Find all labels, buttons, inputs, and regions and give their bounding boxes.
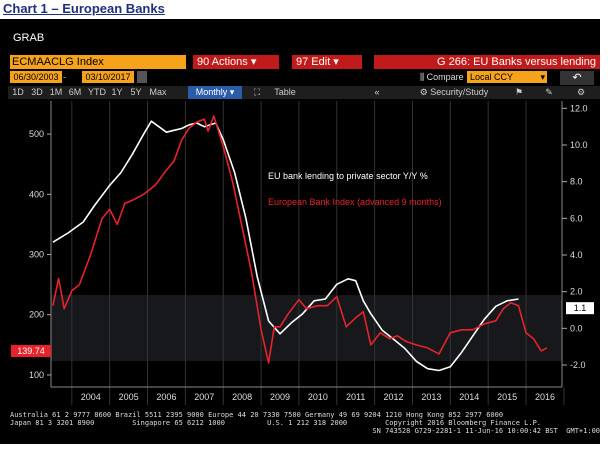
footer-line-2: Japan 81 3 3201 8900 Singapore 65 6212 1… <box>10 419 542 427</box>
shaded-band <box>51 295 562 361</box>
right-tick-label: 8.0 <box>570 177 583 187</box>
period-button-1y[interactable]: 1Y <box>111 87 123 97</box>
left-tick-label: 300 <box>29 250 44 260</box>
current-left-value: 139.74 <box>17 346 45 356</box>
legend-bank: European Bank Index (advanced 9 months) <box>268 197 442 207</box>
x-tick-label: 2008 <box>232 392 252 402</box>
left-axis: 100 200 300 400 500 <box>29 101 52 387</box>
edit-button[interactable]: 97 Edit ▾ <box>292 55 362 69</box>
bank-index-series-line <box>52 115 548 364</box>
x-tick-label: 2015 <box>497 392 517 402</box>
right-axis: -2.0 0.0 2.0 4.0 6.0 8.0 10.0 12.0 <box>561 101 588 387</box>
chart-type-icon[interactable]: ⛶ <box>253 87 261 97</box>
date-separator: - <box>63 72 66 82</box>
period-button-max[interactable]: Max <box>149 87 167 97</box>
table-button[interactable]: Table <box>274 87 296 97</box>
x-tick-label: 2005 <box>119 392 139 402</box>
bloomberg-terminal: GRAB ECMAACLG Index 90 Actions ▾ 97 Edit… <box>0 19 600 444</box>
period-button-1m[interactable]: 1M <box>49 87 63 97</box>
ticker-input[interactable]: ECMAACLG Index <box>10 55 186 69</box>
grid <box>71 101 565 405</box>
x-tick-label: 2010 <box>308 392 328 402</box>
compare-label: ⫼ Compare <box>420 71 464 83</box>
compare-label-text: Compare <box>426 72 464 82</box>
grab-label: GRAB <box>13 32 45 44</box>
compare-select-value: Local CCY <box>470 72 514 82</box>
x-tick-label: 2007 <box>194 392 214 402</box>
period-button-1d[interactable]: 1D <box>12 87 24 97</box>
calendar-icon[interactable] <box>137 71 147 83</box>
left-tick-label: 500 <box>29 129 44 139</box>
x-axis: 2004 2005 2006 2007 2008 2009 2010 2011 2012 2013… <box>51 386 562 402</box>
left-tick-label: 200 <box>29 310 44 320</box>
start-date-input[interactable]: 06/30/2003 <box>10 71 62 83</box>
security-study-button[interactable]: ⚙ Security/Study <box>412 86 496 99</box>
legend-lending: EU bank lending to private sector Y/Y % <box>268 171 428 181</box>
footer-line-1: Australia 61 2 9777 8600 Brazil 5511 239… <box>10 411 504 419</box>
settings-icon: ⚙ <box>419 87 431 97</box>
lending-series-line <box>52 120 519 372</box>
right-tick-label: 12.0 <box>570 103 588 113</box>
left-tick-label: 100 <box>29 370 44 380</box>
compare-select[interactable]: Local CCY ▾ <box>467 71 547 83</box>
gear-icon[interactable]: ⚙ <box>576 87 586 97</box>
actions-button[interactable]: 90 Actions ▾ <box>193 55 279 69</box>
current-right-value: 1.1 <box>574 303 587 313</box>
right-tick-label: -2.0 <box>570 360 586 370</box>
x-tick-label: 2006 <box>156 392 176 402</box>
x-tick-label: 2016 <box>535 392 555 402</box>
period-button-ytd[interactable]: YTD <box>88 87 106 97</box>
x-tick-label: 2011 <box>346 392 365 402</box>
current-right-badge-bg <box>566 302 594 315</box>
current-left-badge: 139.74 <box>11 345 51 358</box>
end-date-input[interactable]: 03/10/2017 <box>82 71 134 83</box>
flag-icon[interactable]: ⚑ <box>514 87 524 97</box>
footer-line-3: SN 743528 G729-2281-1 11-Jun-16 10:00:42… <box>372 427 600 435</box>
right-tick-label: 0.0 <box>570 323 583 333</box>
footer-contacts: Australia 61 2 9777 8600 Brazil 5511 239… <box>10 411 600 435</box>
chart-caption: Chart 1 – European Banks <box>3 1 165 16</box>
plot-background <box>51 101 562 409</box>
compare-icon: ⫼ <box>420 72 427 82</box>
toolbar <box>8 86 600 99</box>
x-tick-label: 2014 <box>459 392 479 402</box>
period-button-6m[interactable]: 6M <box>68 87 82 97</box>
edit-pencil-icon[interactable]: ✎ <box>545 87 553 97</box>
x-tick-label: 2004 <box>81 392 101 402</box>
frequency-select[interactable]: Monthly ▾ <box>188 86 242 99</box>
x-tick-label: 2012 <box>384 392 404 402</box>
right-tick-label: 4.0 <box>570 250 583 260</box>
right-tick-label: 2.0 <box>570 287 583 297</box>
current-right-badge: 1.1 <box>566 302 594 315</box>
x-tick-label: 2009 <box>270 392 290 402</box>
series-lines <box>52 115 548 372</box>
period-button-3d[interactable]: 3D <box>31 87 43 97</box>
period-button-5y[interactable]: 5Y <box>130 87 142 97</box>
collapse-left-icon[interactable]: « <box>374 87 380 97</box>
left-tick-label: 400 <box>29 189 44 199</box>
back-icon[interactable]: ↶ <box>560 71 594 85</box>
x-tick-label: 2013 <box>421 392 441 402</box>
current-left-badge-bg <box>11 345 51 358</box>
chevron-down-icon: ▾ <box>540 72 545 82</box>
chart-title-bar: G 266: EU Banks versus lending <box>374 55 600 69</box>
security-study-label: Security/Study <box>430 87 489 97</box>
right-tick-label: 10.0 <box>570 140 588 150</box>
right-tick-label: 6.0 <box>570 213 583 223</box>
line-chart: 2004 2005 2006 2007 2008 2009 2010 2011 2012 2013… <box>11 101 594 409</box>
